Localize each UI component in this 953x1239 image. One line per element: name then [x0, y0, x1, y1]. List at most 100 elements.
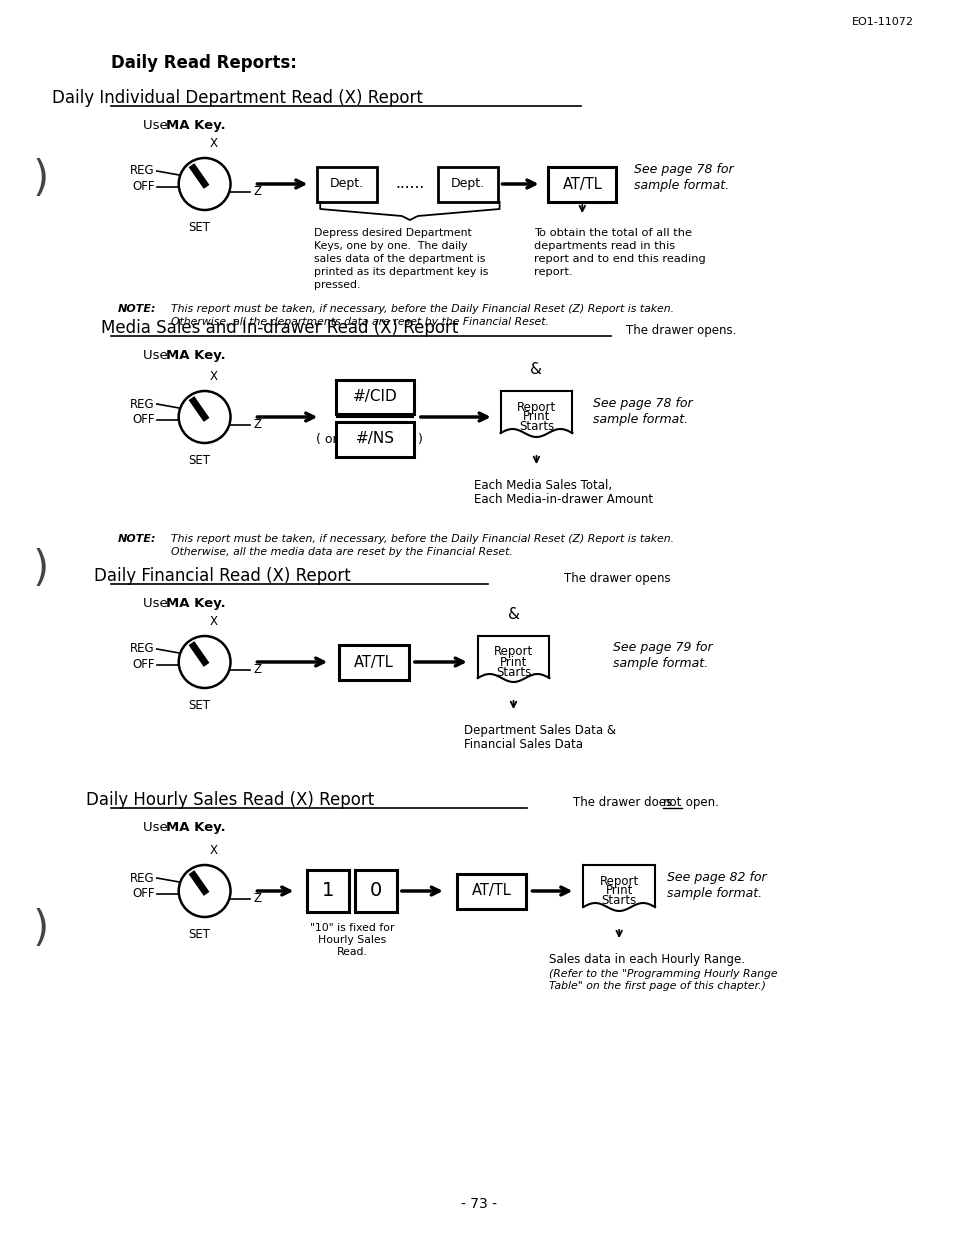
Text: Report: Report — [494, 646, 533, 658]
Text: ): ) — [33, 548, 50, 590]
FancyBboxPatch shape — [317, 166, 376, 202]
Text: EO1-11072: EO1-11072 — [851, 17, 913, 27]
Text: The drawer opens.: The drawer opens. — [625, 325, 736, 337]
Text: &: & — [530, 362, 542, 377]
Text: Table" on the first page of this chapter.): Table" on the first page of this chapter… — [549, 981, 765, 991]
Text: To obtain the total of all the: To obtain the total of all the — [534, 228, 692, 238]
Text: Starts: Starts — [601, 895, 636, 907]
Text: sample format.: sample format. — [666, 886, 761, 900]
Text: AT/TL: AT/TL — [562, 176, 601, 192]
Text: Print: Print — [499, 655, 527, 669]
Text: Z: Z — [253, 892, 261, 906]
Text: MA Key.: MA Key. — [166, 349, 225, 362]
Text: &: & — [507, 607, 519, 622]
Text: Dept.: Dept. — [450, 177, 484, 191]
Text: pressed.: pressed. — [314, 280, 360, 290]
Text: Print: Print — [522, 410, 550, 424]
Text: ......: ...... — [395, 176, 424, 192]
Text: Use: Use — [143, 119, 172, 133]
Text: Hourly Sales: Hourly Sales — [317, 935, 386, 945]
Text: X: X — [210, 138, 217, 150]
Text: X: X — [210, 615, 217, 628]
Text: Each Media-in-drawer Amount: Each Media-in-drawer Amount — [474, 493, 652, 506]
Text: ( or: ( or — [315, 432, 337, 446]
FancyBboxPatch shape — [548, 166, 616, 202]
Text: sample format.: sample format. — [634, 180, 728, 192]
Text: Daily Financial Read (X) Report: Daily Financial Read (X) Report — [94, 567, 351, 585]
Text: X: X — [210, 370, 217, 383]
Text: 1: 1 — [322, 881, 334, 901]
FancyBboxPatch shape — [338, 644, 409, 679]
Text: MA Key.: MA Key. — [166, 821, 225, 834]
Text: MA Key.: MA Key. — [166, 597, 225, 610]
Text: Report: Report — [598, 875, 639, 887]
FancyBboxPatch shape — [456, 873, 526, 908]
Text: Depress desired Department: Depress desired Department — [314, 228, 472, 238]
Text: SET: SET — [189, 928, 211, 940]
Text: Z: Z — [253, 663, 261, 676]
Text: See page 78 for: See page 78 for — [634, 164, 733, 176]
Text: Use: Use — [143, 821, 172, 834]
Text: Department Sales Data &: Department Sales Data & — [463, 724, 615, 737]
Text: 0: 0 — [370, 881, 382, 901]
Text: REG: REG — [130, 643, 154, 655]
Text: report and to end this reading: report and to end this reading — [534, 254, 705, 264]
Text: AT/TL: AT/TL — [354, 654, 394, 669]
Text: See page 82 for: See page 82 for — [666, 871, 766, 883]
Text: Media Sales and In-drawer Read (X) Report: Media Sales and In-drawer Read (X) Repor… — [101, 318, 457, 337]
Text: #/NS: #/NS — [355, 431, 395, 446]
Text: REG: REG — [130, 871, 154, 885]
Text: See page 79 for: See page 79 for — [613, 642, 712, 654]
Text: OFF: OFF — [132, 658, 154, 672]
Text: Dept.: Dept. — [330, 177, 364, 191]
Text: OFF: OFF — [132, 887, 154, 900]
Text: (Refer to the "Programming Hourly Range: (Refer to the "Programming Hourly Range — [549, 969, 778, 979]
Text: This report must be taken, if necessary, before the Daily Financial Reset (Z) Re: This report must be taken, if necessary,… — [171, 304, 673, 313]
Text: Financial Sales Data: Financial Sales Data — [463, 738, 582, 751]
Text: sales data of the department is: sales data of the department is — [314, 254, 485, 264]
Text: not: not — [662, 795, 681, 809]
Text: REG: REG — [130, 165, 154, 177]
Text: SET: SET — [189, 699, 211, 712]
Text: sample format.: sample format. — [613, 658, 707, 670]
Text: Sales data in each Hourly Range.: Sales data in each Hourly Range. — [549, 953, 744, 966]
Text: "10" is fixed for: "10" is fixed for — [310, 923, 394, 933]
Text: Each Media Sales Total,: Each Media Sales Total, — [474, 479, 611, 492]
Text: Daily Individual Department Read (X) Report: Daily Individual Department Read (X) Rep… — [52, 89, 422, 107]
Text: OFF: OFF — [132, 180, 154, 193]
Text: ): ) — [33, 908, 50, 950]
Text: REG: REG — [130, 398, 154, 410]
Text: - 73 -: - 73 - — [460, 1197, 497, 1211]
Text: Keys, one by one.  The daily: Keys, one by one. The daily — [314, 242, 467, 252]
FancyBboxPatch shape — [335, 421, 414, 456]
Text: Use: Use — [143, 597, 172, 610]
Text: sample format.: sample format. — [593, 413, 688, 425]
Text: MA Key.: MA Key. — [166, 119, 225, 133]
Text: open.: open. — [681, 795, 718, 809]
Text: #/CID: #/CID — [353, 389, 397, 404]
Text: Z: Z — [253, 186, 261, 198]
Text: Use: Use — [143, 349, 172, 362]
Text: X: X — [210, 844, 217, 857]
Text: Print: Print — [605, 885, 632, 897]
Text: ): ) — [33, 159, 50, 199]
Text: report.: report. — [534, 266, 573, 278]
FancyBboxPatch shape — [335, 380, 414, 414]
Text: The drawer does: The drawer does — [573, 795, 676, 809]
Text: printed as its department key is: printed as its department key is — [314, 266, 488, 278]
Text: SET: SET — [189, 221, 211, 234]
Text: Z: Z — [253, 419, 261, 431]
Text: Otherwise, all the departments data are reset by the Financial Reset.: Otherwise, all the departments data are … — [171, 317, 548, 327]
FancyBboxPatch shape — [437, 166, 497, 202]
Text: Daily Hourly Sales Read (X) Report: Daily Hourly Sales Read (X) Report — [87, 790, 375, 809]
Text: Otherwise, all the media data are reset by the Financial Reset.: Otherwise, all the media data are reset … — [171, 546, 512, 558]
FancyBboxPatch shape — [355, 870, 396, 912]
Text: Read.: Read. — [336, 947, 367, 957]
Text: Report: Report — [517, 400, 556, 414]
Text: NOTE:: NOTE: — [118, 304, 156, 313]
Text: departments read in this: departments read in this — [534, 242, 675, 252]
Text: See page 78 for: See page 78 for — [593, 396, 692, 410]
FancyBboxPatch shape — [307, 870, 349, 912]
Text: This report must be taken, if necessary, before the Daily Financial Reset (Z) Re: This report must be taken, if necessary,… — [171, 534, 673, 544]
Text: NOTE:: NOTE: — [118, 534, 156, 544]
